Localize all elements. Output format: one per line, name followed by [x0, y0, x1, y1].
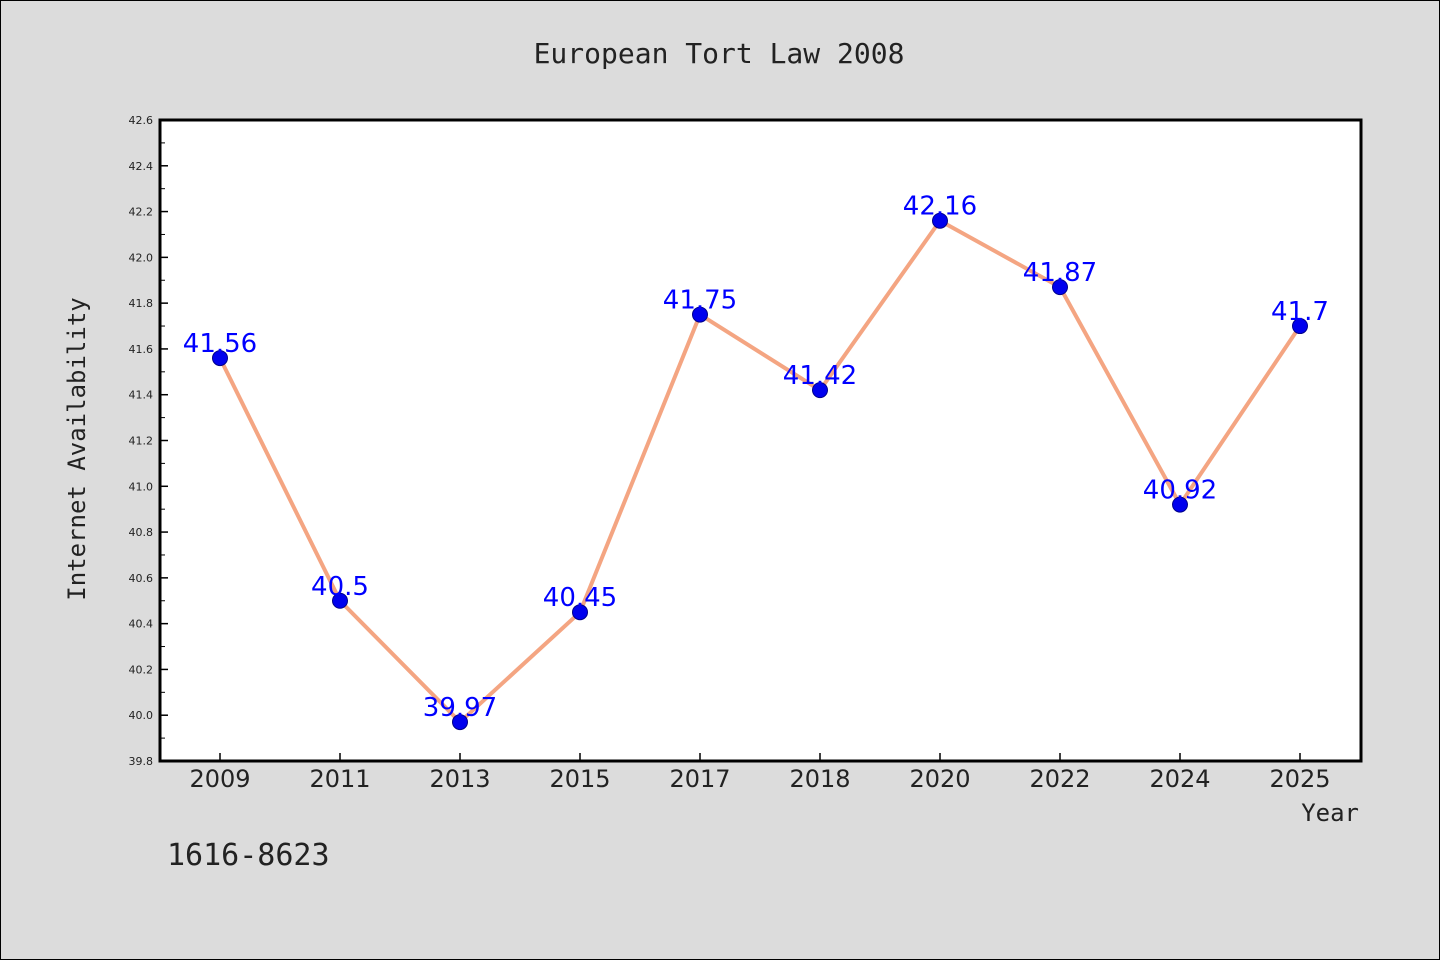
y-tick-label: 41.0 — [129, 480, 154, 493]
data-point — [932, 212, 948, 229]
x-tick-label: 2024 — [1149, 765, 1210, 793]
x-tick-label: 2011 — [309, 765, 370, 793]
y-tick-label: 40.0 — [129, 709, 154, 722]
data-label: 41.7 — [1271, 297, 1329, 327]
data-point — [1292, 318, 1308, 335]
y-tick-label: 40.8 — [129, 526, 154, 539]
x-tick-label: 2013 — [429, 765, 490, 793]
x-tick-label: 2022 — [1029, 765, 1090, 793]
y-tick-label: 41.4 — [129, 389, 154, 402]
series-layer: 41.56 40.5 39.97 40.45 41.75 41.42 42.16 41.87 4… — [183, 192, 1329, 731]
x-tick-label: 2009 — [189, 765, 250, 793]
data-label: 40.45 — [543, 583, 617, 613]
data-label: 42.16 — [903, 192, 977, 222]
plot-area — [158, 118, 1363, 763]
data-point — [692, 306, 708, 323]
data-point — [332, 592, 348, 609]
x-tick-label: 2017 — [669, 765, 730, 793]
y-tick-label: 42.0 — [129, 251, 154, 264]
footer-code: 1616-8623 — [167, 838, 330, 873]
y-axis: 39.8 40.0 40.2 40.4 40.6 40.8 41.0 41.2 41.4 41.6… — [129, 114, 168, 768]
data-point — [212, 350, 228, 367]
x-tick-label: 2025 — [1269, 765, 1330, 793]
y-tick-label: 41.2 — [129, 435, 154, 448]
x-axis: 2009 2011 2013 2015 2017 2018 2020 2022 2024 2025 — [189, 753, 1331, 793]
y-tick-label: 42.6 — [129, 114, 154, 127]
y-tick-label: 40.2 — [129, 663, 154, 676]
y-tick-label: 42.2 — [129, 206, 154, 219]
data-label: 39.97 — [423, 693, 497, 723]
data-label: 41.87 — [1023, 258, 1097, 288]
data-point — [1052, 279, 1068, 296]
y-tick-label: 41.8 — [129, 297, 154, 310]
y-tick-label: 40.6 — [129, 572, 154, 585]
data-point — [572, 604, 588, 621]
data-point — [452, 714, 468, 731]
y-tick-label: 40.4 — [129, 618, 154, 631]
y-tick-label: 41.6 — [129, 343, 154, 356]
x-tick-label: 2018 — [789, 765, 850, 793]
y-axis-label: Internet Availability — [63, 297, 91, 600]
chart-title: European Tort Law 2008 — [534, 37, 905, 70]
data-label: 41.42 — [783, 361, 857, 391]
y-tick-label: 42.4 — [129, 160, 154, 173]
x-tick-label: 2020 — [909, 765, 970, 793]
x-tick-label: 2015 — [549, 765, 610, 793]
data-label: 41.75 — [663, 286, 737, 316]
data-point — [1172, 496, 1188, 513]
y-tick-label: 39.8 — [129, 755, 154, 768]
x-axis-label: Year — [1301, 799, 1359, 827]
data-label: 41.56 — [183, 329, 257, 359]
data-point — [812, 382, 828, 399]
data-label: 40.5 — [311, 572, 369, 602]
series-line — [218, 218, 1302, 725]
data-label: 40.92 — [1143, 476, 1217, 506]
